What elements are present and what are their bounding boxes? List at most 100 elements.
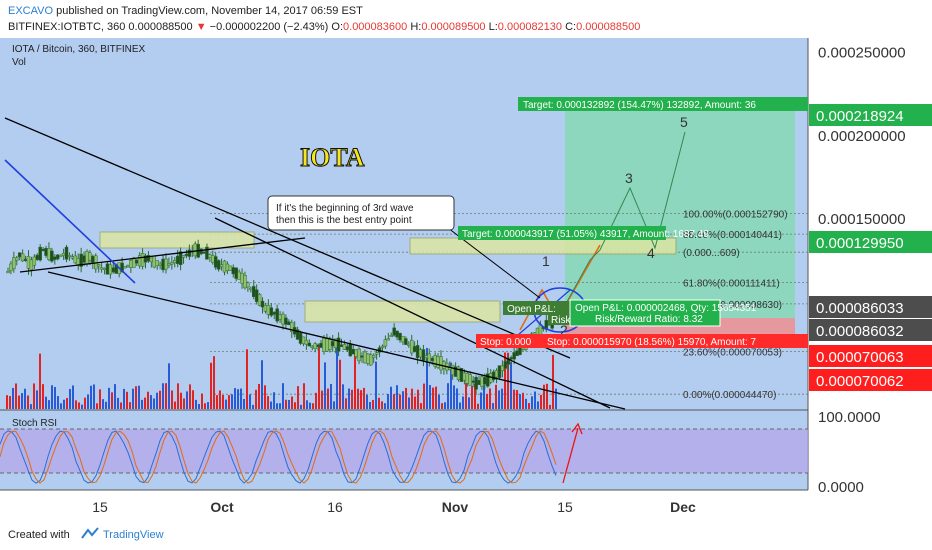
footer-brand-link[interactable]: TradingView xyxy=(103,529,164,541)
fib-label: 100.00%(0.000152790) xyxy=(683,210,788,221)
volume-bar xyxy=(165,383,167,409)
candle-body xyxy=(480,376,484,387)
volume-bar xyxy=(537,401,539,409)
candle-body xyxy=(474,377,478,390)
risk-left-bg xyxy=(548,313,573,325)
candle-body xyxy=(275,308,279,322)
rsi-axis-tick-0: 0.0000 xyxy=(818,479,864,496)
open-pl-right-bg xyxy=(569,299,721,327)
candle-body xyxy=(158,263,162,266)
candle-body xyxy=(503,361,508,369)
volume-bar xyxy=(78,402,80,409)
candle-body xyxy=(67,254,72,257)
volume-bar xyxy=(555,388,557,409)
candle-body xyxy=(471,380,475,383)
candle-body xyxy=(462,372,467,381)
candle-body xyxy=(401,335,405,343)
volume-bar xyxy=(141,399,143,409)
volume-bar xyxy=(327,388,329,409)
price-axis-tick: 0.000250000 xyxy=(818,44,906,61)
wave-label-2: 2 xyxy=(560,322,568,338)
candle-body xyxy=(228,265,233,271)
candle-body xyxy=(330,341,335,347)
candle-body xyxy=(29,259,34,271)
volume-bar xyxy=(45,396,47,409)
candle-body xyxy=(102,267,107,270)
volume-bar xyxy=(546,383,548,409)
volume-bar xyxy=(366,394,368,409)
volume-bar xyxy=(291,396,293,409)
open-pl-right-label: Open P&L: 0.000002468, Qty: 15654351 xyxy=(575,303,757,314)
volume-bar xyxy=(429,385,431,409)
volume-bar xyxy=(216,395,218,409)
volume-bar xyxy=(261,360,263,409)
chart-canvas[interactable]: 100.00%(0.000152790) 88.60%(0.000140441) (… xyxy=(0,38,932,519)
volume-bar xyxy=(447,383,449,409)
volume-bar xyxy=(90,385,92,409)
open-label: O: xyxy=(331,21,344,33)
candle-body xyxy=(249,287,253,290)
candle-body xyxy=(64,246,69,260)
candle-body xyxy=(430,358,434,361)
candle-body xyxy=(415,345,420,359)
chart-legend-title: IOTA / Bitcoin, 360, BITFINEX xyxy=(12,44,146,55)
volume-bar xyxy=(489,388,491,409)
volume-bar xyxy=(252,404,254,409)
candle-body xyxy=(155,260,159,267)
callout-box xyxy=(267,195,455,231)
volume-bar xyxy=(156,392,158,409)
volume-bar xyxy=(219,390,221,409)
volume-bar xyxy=(309,402,311,409)
candle-body xyxy=(298,332,303,344)
volume-bar xyxy=(300,404,302,409)
volume-bar xyxy=(138,385,140,409)
price-badge: 0.000129950 xyxy=(816,235,904,252)
volume-bar xyxy=(486,394,488,409)
candle-body xyxy=(336,337,341,352)
volume-bar xyxy=(84,397,86,409)
candle-body xyxy=(181,255,186,258)
candle-body xyxy=(272,311,276,315)
candle-body xyxy=(278,314,282,320)
volume-bar xyxy=(306,400,308,409)
candle-body xyxy=(41,248,45,251)
candle-body xyxy=(126,264,130,267)
candle-body xyxy=(73,255,78,264)
candle-body xyxy=(439,356,443,371)
candle-body xyxy=(266,305,271,315)
volume-bar xyxy=(144,397,146,409)
volume-bar xyxy=(147,391,149,409)
candle-body xyxy=(111,267,116,273)
candle-body xyxy=(105,263,110,275)
candle-body xyxy=(290,321,294,333)
stoch-rsi-lines xyxy=(0,430,557,484)
volume-bar xyxy=(393,394,395,409)
volume-bar xyxy=(375,361,377,409)
volume-bar xyxy=(519,394,521,409)
callout-line-1: If it's the beginning of 3rd wave xyxy=(276,203,414,214)
candle-body xyxy=(371,355,376,359)
volume-bar xyxy=(480,392,482,409)
candle-body xyxy=(58,254,63,257)
price-badge-bg xyxy=(809,345,932,367)
candle-body xyxy=(442,361,446,369)
volume-bar xyxy=(342,384,344,409)
open-pl-left-label: Open P&L: xyxy=(507,304,556,315)
price-axis-tick: 0.000150000 xyxy=(818,211,906,228)
volume-bar xyxy=(240,388,242,409)
volume-bar xyxy=(42,384,44,409)
candle-body xyxy=(15,257,19,261)
volume-bar xyxy=(213,356,215,409)
candle-body xyxy=(360,355,364,358)
volume-bar xyxy=(228,395,230,409)
volume-bar xyxy=(285,399,287,409)
low-value: 0.000082130 xyxy=(497,21,563,33)
volume-bar xyxy=(66,397,68,409)
author-link[interactable]: EXCAVO xyxy=(8,5,54,17)
volume-bar xyxy=(276,403,278,409)
volume-bar xyxy=(435,386,437,409)
time-axis-tick: Nov xyxy=(442,499,469,515)
candle-body xyxy=(313,343,317,349)
volume-bar xyxy=(450,362,452,409)
risk-reward-label: Risk/Reward Ratio: 8.32 xyxy=(595,314,703,325)
